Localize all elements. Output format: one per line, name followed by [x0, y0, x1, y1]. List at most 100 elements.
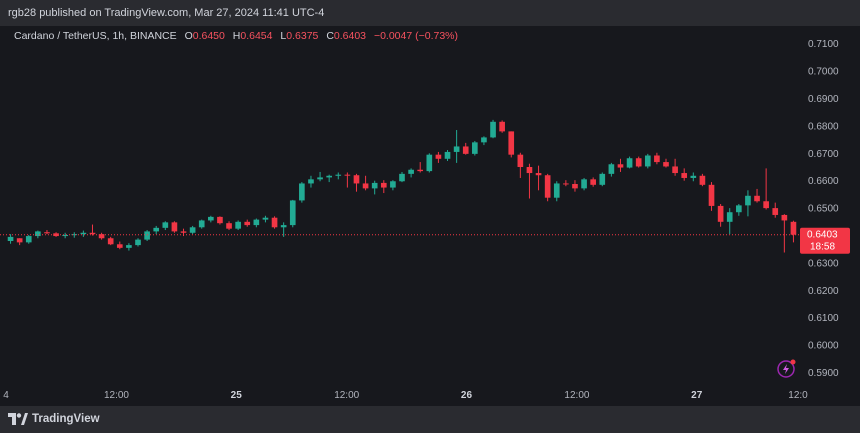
candle-body[interactable] — [262, 217, 269, 220]
candle-body[interactable] — [672, 166, 678, 174]
chart-panel[interactable] — [0, 26, 860, 406]
candle-body[interactable] — [371, 182, 378, 189]
x-tick-label: 12:00 — [104, 390, 129, 401]
candle-body[interactable] — [35, 231, 41, 237]
candle-body[interactable] — [399, 173, 405, 182]
candle-body[interactable] — [126, 245, 132, 248]
candle-body[interactable] — [408, 169, 414, 174]
lightning-icon[interactable] — [777, 359, 796, 378]
candle-body[interactable] — [71, 234, 78, 236]
candle-body[interactable] — [681, 173, 688, 178]
candle-body[interactable] — [107, 238, 114, 245]
candle-body[interactable] — [16, 238, 23, 243]
candle-body[interactable] — [235, 221, 241, 229]
candle-body[interactable] — [708, 184, 715, 206]
candle-body[interactable] — [380, 182, 387, 188]
candle-body[interactable] — [763, 201, 769, 209]
candle-body[interactable] — [135, 239, 141, 246]
candle-body[interactable] — [617, 164, 624, 168]
candle-body[interactable] — [171, 222, 178, 232]
candle-body[interactable] — [590, 179, 596, 185]
candle-body[interactable] — [217, 216, 223, 224]
x-tick-label: 12:00 — [334, 390, 359, 401]
candle-body[interactable] — [308, 179, 314, 184]
candle-body[interactable] — [226, 223, 232, 229]
candle-body[interactable] — [144, 231, 150, 240]
candle-body[interactable] — [189, 227, 196, 233]
candle-body[interactable] — [280, 225, 287, 228]
candle-body[interactable] — [44, 232, 50, 234]
candle-body[interactable] — [289, 200, 296, 226]
candle-body[interactable] — [335, 174, 342, 176]
candle-body[interactable] — [98, 234, 105, 239]
candle-body[interactable] — [644, 155, 651, 167]
candle-body[interactable] — [472, 142, 478, 154]
candle-body[interactable] — [781, 214, 788, 221]
candle-body[interactable] — [426, 154, 433, 172]
candle-body[interactable] — [25, 236, 32, 243]
candle-body[interactable] — [317, 177, 323, 180]
x-tick-label: 26 — [461, 390, 473, 401]
candle-body[interactable] — [180, 231, 187, 233]
candle-body[interactable] — [62, 234, 68, 237]
candle-body[interactable] — [726, 212, 733, 222]
candle-body[interactable] — [299, 183, 305, 201]
candle-body[interactable] — [635, 158, 642, 167]
candle-body[interactable] — [453, 146, 460, 152]
candle-body[interactable] — [772, 208, 779, 215]
high-value: 0.6454 — [240, 30, 273, 42]
candle-body[interactable] — [790, 221, 797, 235]
candle-body[interactable] — [7, 236, 14, 241]
x-tick-label: 12:0 — [788, 390, 808, 401]
candle-body[interactable] — [444, 151, 451, 159]
candle-body[interactable] — [553, 183, 560, 198]
candle-body[interactable] — [517, 154, 524, 168]
tradingview-brand: TradingView — [32, 413, 100, 425]
candle-body[interactable] — [417, 169, 424, 172]
candle-body[interactable] — [390, 181, 396, 188]
candle-body[interactable] — [526, 167, 533, 174]
candle-body[interactable] — [462, 146, 469, 154]
candle-body[interactable] — [508, 131, 515, 155]
candle-body[interactable] — [435, 154, 442, 159]
candle-body[interactable] — [244, 221, 251, 226]
y-tick-label: 0.6800 — [808, 121, 839, 132]
candle-body[interactable] — [599, 173, 606, 185]
y-tick-label: 0.6900 — [808, 94, 839, 105]
candle-body[interactable] — [89, 232, 96, 235]
candle-body[interactable] — [326, 175, 332, 178]
candle-body[interactable] — [690, 175, 697, 178]
candle-body[interactable] — [736, 205, 742, 213]
candle-body[interactable] — [481, 137, 487, 143]
candle-body[interactable] — [563, 183, 569, 185]
candlestick-chart[interactable]: 0.7100 0.7000 0.6900 0.6800 0.6700 0.6600 0.65… — [0, 26, 860, 406]
candle-body[interactable] — [626, 158, 633, 168]
candle-body[interactable] — [754, 195, 760, 202]
candle-body[interactable] — [344, 174, 351, 176]
candle-body[interactable] — [699, 175, 706, 185]
tradingview-logo[interactable]: TradingView — [8, 412, 100, 426]
candle-body[interactable] — [362, 183, 369, 189]
candle-body[interactable] — [162, 222, 169, 228]
candle-body[interactable] — [572, 183, 578, 189]
candle-body[interactable] — [353, 175, 360, 184]
candle-body[interactable] — [80, 232, 87, 235]
candle-body[interactable] — [490, 121, 496, 138]
candle-body[interactable] — [253, 219, 260, 226]
candle-body[interactable] — [53, 233, 59, 237]
candle-body[interactable] — [581, 179, 587, 189]
candle-body[interactable] — [499, 121, 505, 132]
candle-body[interactable] — [116, 244, 123, 248]
candle-body[interactable] — [208, 216, 214, 221]
candle-body[interactable] — [745, 195, 751, 206]
candle-body[interactable] — [198, 220, 205, 228]
candle-body[interactable] — [535, 173, 542, 176]
candle-body[interactable] — [271, 217, 278, 228]
candle-body[interactable] — [608, 164, 615, 174]
countdown-value: 18:58 — [810, 242, 835, 253]
candle-body[interactable] — [654, 155, 660, 163]
candle-body[interactable] — [544, 175, 551, 198]
candle-body[interactable] — [717, 205, 724, 222]
candle-body[interactable] — [663, 162, 669, 167]
candle-body[interactable] — [153, 227, 160, 232]
